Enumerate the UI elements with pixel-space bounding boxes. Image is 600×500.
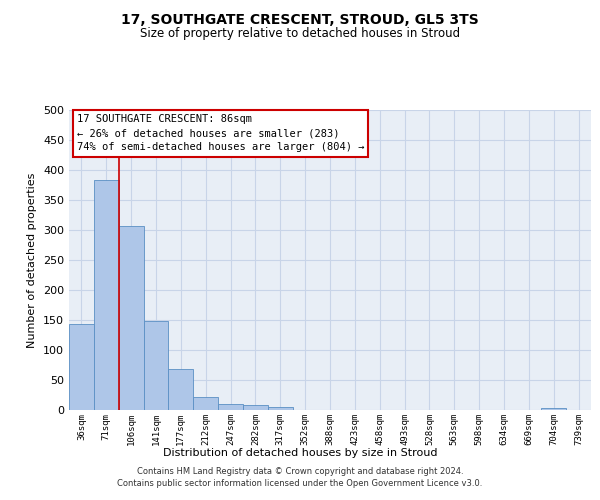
Y-axis label: Number of detached properties: Number of detached properties	[28, 172, 37, 348]
Bar	[169, 368, 193, 410]
Bar	[94, 180, 119, 410]
Bar	[69, 324, 94, 410]
Text: Size of property relative to detached houses in Stroud: Size of property relative to detached ho…	[140, 28, 460, 40]
Text: 17, SOUTHGATE CRESCENT, STROUD, GL5 3TS: 17, SOUTHGATE CRESCENT, STROUD, GL5 3TS	[121, 12, 479, 26]
Bar	[193, 397, 218, 410]
Text: Distribution of detached houses by size in Stroud: Distribution of detached houses by size …	[163, 448, 437, 458]
Bar	[143, 321, 169, 410]
Bar	[541, 408, 566, 410]
Bar	[243, 405, 268, 410]
Bar	[268, 407, 293, 410]
Text: Contains HM Land Registry data © Crown copyright and database right 2024.
Contai: Contains HM Land Registry data © Crown c…	[118, 466, 482, 487]
Bar	[119, 226, 143, 410]
Bar	[218, 404, 243, 410]
Text: 17 SOUTHGATE CRESCENT: 86sqm
← 26% of detached houses are smaller (283)
74% of s: 17 SOUTHGATE CRESCENT: 86sqm ← 26% of de…	[77, 114, 364, 152]
